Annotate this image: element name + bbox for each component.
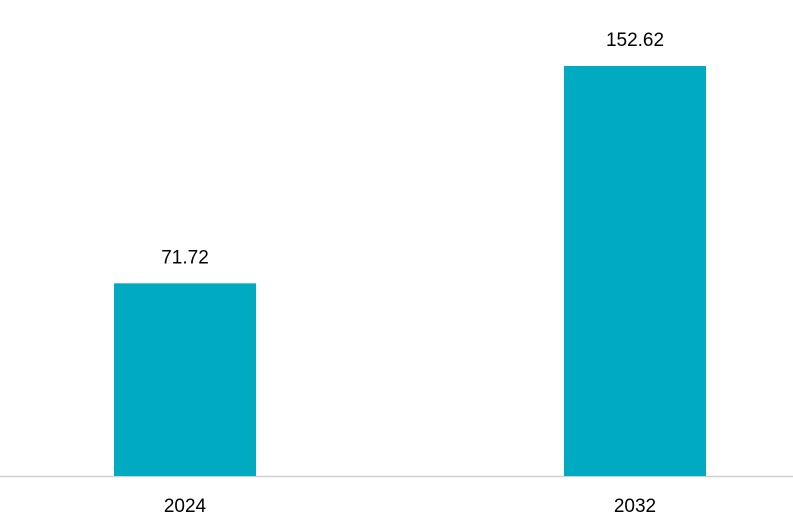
x-tick-label: 2024 bbox=[164, 496, 207, 517]
x-tick-label: 2032 bbox=[614, 496, 656, 517]
value-label: 71.72 bbox=[161, 247, 209, 268]
value-label: 152.62 bbox=[606, 30, 664, 51]
bar bbox=[564, 66, 706, 476]
bar bbox=[114, 283, 256, 476]
